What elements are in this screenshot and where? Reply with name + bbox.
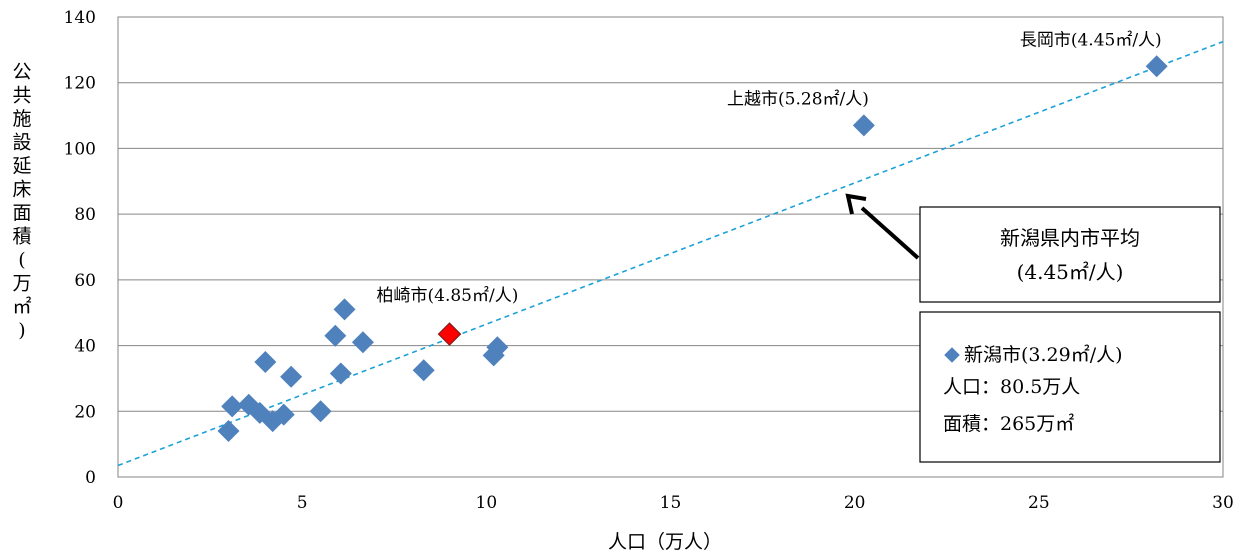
x-tick-label: 0 xyxy=(113,493,124,513)
y-tick-label: 140 xyxy=(64,8,96,28)
point-annotation: 長岡市(4.45㎡/人) xyxy=(1020,30,1162,50)
legend-line-3: 面積：265万㎡ xyxy=(943,412,1074,435)
y-axis-title-char: 共 xyxy=(12,85,31,107)
x-tick-label: 20 xyxy=(844,493,866,513)
data-point xyxy=(217,420,240,442)
callout-arrow xyxy=(845,193,920,260)
data-point xyxy=(272,403,295,426)
legend-line-2: 人口：80.5万人 xyxy=(943,376,1080,398)
y-axis-title-char: 設 xyxy=(12,132,31,154)
highlight-point xyxy=(437,322,462,346)
x-tick-label: 5 xyxy=(297,493,308,513)
y-axis-title-char: ) xyxy=(18,320,25,342)
data-point xyxy=(309,400,332,423)
data-point xyxy=(852,114,875,137)
data-points xyxy=(217,55,1168,442)
y-axis-title-char: 延 xyxy=(12,155,31,177)
callout-line-1: 新潟県内市平均 xyxy=(1000,226,1140,250)
legend-box: 新潟市(3.29㎡/人) 人口：80.5万人 面積：265万㎡ xyxy=(919,311,1221,463)
y-axis-title-char: ( xyxy=(18,249,25,271)
point-annotation: 上越市(5.28㎡/人) xyxy=(727,89,869,109)
x-tick-label: 25 xyxy=(1028,493,1050,513)
y-tick-label: 20 xyxy=(74,402,96,422)
data-point xyxy=(351,331,374,354)
y-axis-title-char: ㎡ xyxy=(12,295,31,318)
y-axis-title-char: 面 xyxy=(12,202,31,224)
data-point xyxy=(1145,55,1168,78)
data-point xyxy=(412,359,435,382)
y-axis-title-char: 施 xyxy=(12,108,31,130)
y-tick-label: 60 xyxy=(74,271,96,291)
y-tick-label: 0 xyxy=(85,468,96,488)
y-tick-label: 120 xyxy=(64,74,96,94)
y-tick-label: 40 xyxy=(74,337,96,357)
x-tick-label: 10 xyxy=(476,493,498,513)
x-tick-labels: 0 5 10 15 20 25 30 xyxy=(113,493,1234,513)
x-axis-title: 人口（万人） xyxy=(608,531,722,553)
data-point xyxy=(329,362,352,385)
point-annotations: 長岡市(4.45㎡/人) 上越市(5.28㎡/人) 柏崎市(4.85㎡/人) xyxy=(377,30,1162,306)
y-tick-labels: 0 20 40 60 80 100 120 140 xyxy=(64,8,96,488)
callout-line-2: (4.45㎡/人) xyxy=(1017,260,1124,284)
data-point xyxy=(280,365,303,388)
y-axis-title-char: 積 xyxy=(12,226,31,248)
data-point xyxy=(254,351,277,373)
y-axis-title-char: 床 xyxy=(12,179,31,201)
plot-area-frame xyxy=(117,16,1224,478)
data-point xyxy=(486,336,509,359)
data-point xyxy=(333,298,356,321)
x-tick-label: 15 xyxy=(660,493,682,513)
legend-line-1: 新潟市(3.29㎡/人) xyxy=(964,343,1123,366)
data-point xyxy=(324,324,347,347)
x-tick-label: 30 xyxy=(1212,493,1234,513)
y-axis-title-char: 公 xyxy=(12,61,31,83)
y-tick-label: 80 xyxy=(74,205,96,225)
data-point xyxy=(221,395,244,418)
point-annotation: 柏崎市(4.85㎡/人) xyxy=(377,286,519,306)
callout-box: 新潟県内市平均 (4.45㎡/人) xyxy=(919,206,1221,303)
y-tick-label: 100 xyxy=(64,139,96,159)
y-axis-title-char: 万 xyxy=(12,273,31,295)
